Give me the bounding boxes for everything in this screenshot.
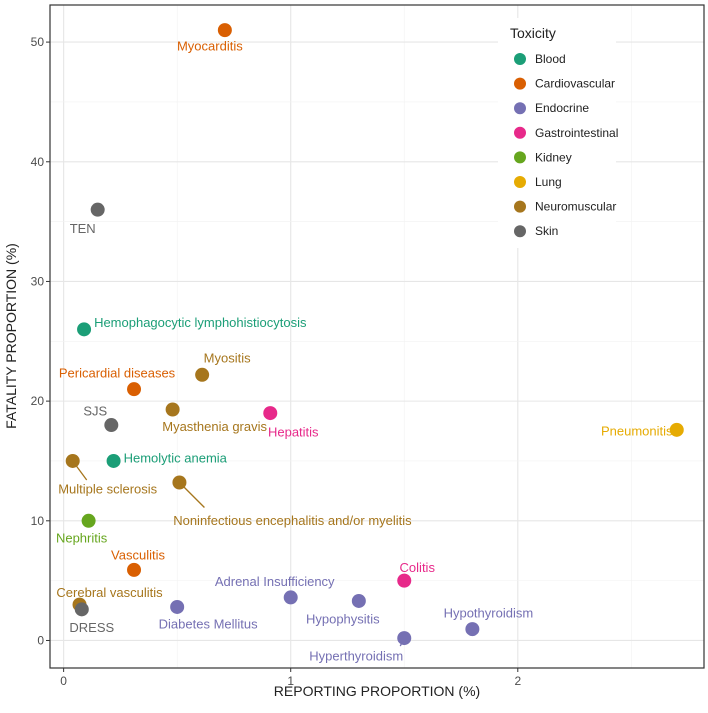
data-point xyxy=(397,573,412,588)
y-tick-label: 0 xyxy=(37,633,44,647)
data-label: Hypophysitis xyxy=(306,611,380,626)
x-axis-title: REPORTING PROPORTION (%) xyxy=(274,683,480,699)
data-point xyxy=(165,402,180,417)
x-tick-label: 1 xyxy=(287,674,294,688)
y-tick-label: 30 xyxy=(31,274,45,288)
data-label: Myositis xyxy=(204,350,251,365)
data-label: Pneumonitis xyxy=(601,423,673,438)
data-point xyxy=(77,322,92,337)
data-label: Adrenal Insufficiency xyxy=(215,574,335,589)
data-point xyxy=(74,602,89,617)
legend-key-kidney xyxy=(514,151,526,164)
y-tick-label: 50 xyxy=(31,35,45,49)
data-label: Diabetes Mellitus xyxy=(159,616,258,631)
data-point xyxy=(669,422,684,437)
legend-key-endocrine xyxy=(514,102,526,115)
y-axis-title: FATALITY PROPORTION (%) xyxy=(3,243,19,429)
legend-label: Blood xyxy=(535,52,566,66)
data-points xyxy=(65,23,684,646)
point-labels: Myocarditis TEN Hemophagocytic lymphohisti… xyxy=(56,39,673,664)
legend-label: Gastrointestinal xyxy=(535,126,618,140)
data-point xyxy=(397,631,412,646)
legend-label: Neuromuscular xyxy=(535,200,616,214)
legend-key-neuromuscular xyxy=(514,200,526,213)
data-label: TEN xyxy=(70,221,96,236)
y-tick-label: 40 xyxy=(31,155,45,169)
y-tick-label: 10 xyxy=(31,514,45,528)
data-label: Myocarditis xyxy=(177,39,243,54)
legend-key-skin xyxy=(514,225,526,238)
data-label: Hemolytic anemia xyxy=(124,450,228,465)
data-label: Hemophagocytic lymphohistiocytosis xyxy=(94,315,307,330)
data-label: Hepatitis xyxy=(268,425,319,440)
legend-key-gastrointestinal xyxy=(514,126,526,139)
legend-key-blood xyxy=(514,53,526,65)
data-label: Multiple sclerosis xyxy=(58,481,157,496)
data-point xyxy=(104,418,119,433)
data-label: SJS xyxy=(83,404,107,419)
legend-label: Kidney xyxy=(535,150,572,164)
legend-key-lung xyxy=(514,176,526,188)
data-label: Myasthenia gravis xyxy=(162,419,267,434)
x-tick-label: 0 xyxy=(60,674,67,688)
data-label: DRESS xyxy=(69,620,114,635)
data-label: Pericardial diseases xyxy=(59,366,176,381)
data-point xyxy=(65,453,80,468)
data-point xyxy=(465,622,480,637)
legend-title: Toxicity xyxy=(510,25,556,41)
data-point xyxy=(127,562,142,577)
y-tick-label: 20 xyxy=(31,394,45,408)
data-point xyxy=(217,23,232,38)
legend-key-cardiovascular xyxy=(514,77,526,90)
data-point xyxy=(81,513,96,528)
data-point xyxy=(127,382,142,397)
data-point xyxy=(106,453,121,468)
data-label: Nephritis xyxy=(56,530,108,545)
plot-panel-border xyxy=(49,4,705,669)
data-label: Hypothyroidism xyxy=(444,606,534,621)
legend: Toxicity Blood Cardiovascular Endocrine Gas… xyxy=(498,18,618,248)
data-label: Colitis xyxy=(400,560,436,575)
data-label: Cerebral vasculitis xyxy=(56,585,163,600)
data-label: Hyperthyroidism xyxy=(309,649,403,664)
data-point xyxy=(172,475,187,490)
data-point xyxy=(283,590,298,605)
data-point xyxy=(90,202,105,217)
data-label: Vasculitis xyxy=(111,547,165,562)
data-point xyxy=(263,406,278,421)
x-tick-label: 2 xyxy=(514,674,521,688)
legend-label: Lung xyxy=(535,175,562,189)
data-label: Noninfectious encephalitis and/or myelit… xyxy=(173,513,412,528)
legend-label: Cardiovascular xyxy=(535,77,615,91)
legend-label: Skin xyxy=(535,224,558,238)
data-point xyxy=(351,593,366,608)
data-point xyxy=(195,367,210,382)
legend-label: Endocrine xyxy=(535,101,589,115)
data-point xyxy=(170,599,185,614)
